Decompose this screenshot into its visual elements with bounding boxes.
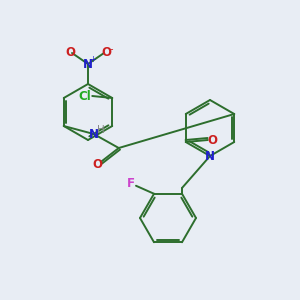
Text: O: O [65, 46, 75, 59]
Text: F: F [127, 177, 135, 190]
Text: N: N [205, 149, 215, 163]
Text: Cl: Cl [79, 89, 92, 103]
Text: O: O [93, 158, 103, 172]
Text: O: O [208, 134, 218, 146]
Text: O: O [101, 46, 111, 59]
Text: H: H [97, 125, 105, 135]
Text: +: + [90, 55, 96, 64]
Text: -: - [109, 44, 113, 54]
Text: N: N [89, 128, 99, 140]
Text: N: N [83, 58, 93, 70]
